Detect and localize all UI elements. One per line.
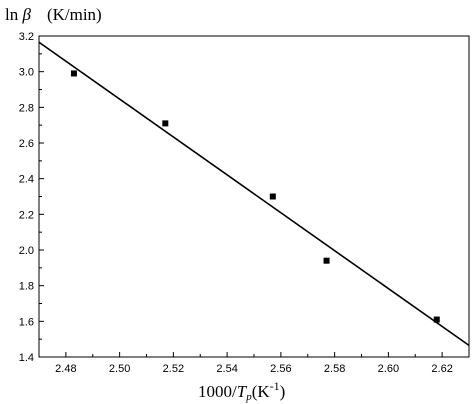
x-tick-label: 2.60 [378, 363, 399, 375]
data-point [433, 316, 440, 323]
data-point [162, 120, 169, 127]
x-axis-ticks: 2.48 2.50 2.52 2.54 2.56 2.58 2.60 2.62 [55, 352, 453, 375]
x-axis-title: 1000/Tp(K-1) [198, 379, 285, 403]
data-point [70, 70, 77, 77]
plot-frame [38, 35, 470, 358]
x-tick-label: 2.56 [270, 363, 291, 375]
x-tick-label: 2.54 [216, 363, 237, 375]
y-tick-label: 2.6 [19, 138, 34, 150]
y-axis-ticks: 1.4 1.6 1.8 2.0 2.2 2.4 2.6 2.8 3.0 3.2 [19, 31, 44, 364]
x-tick-label: 2.52 [163, 363, 184, 375]
x-tick-label: 2.62 [431, 363, 452, 375]
y-tick-label: 2.2 [19, 209, 34, 221]
x-tick-label: 2.48 [55, 363, 76, 375]
y-tick-label: 3.0 [19, 67, 34, 79]
y-tick-label: 2.0 [19, 245, 34, 257]
x-tick-label: 2.58 [324, 363, 345, 375]
y-tick-label: 3.2 [19, 31, 34, 43]
y-axis-title: ln β (K/min) [5, 5, 102, 24]
linear-fit-line [38, 41, 470, 347]
data-point [323, 257, 330, 264]
data-points [70, 70, 440, 323]
y-tick-label: 2.8 [19, 102, 34, 114]
y-tick-label: 1.8 [19, 281, 34, 293]
y-tick-label: 1.6 [19, 316, 34, 328]
x-tick-label: 2.50 [109, 363, 130, 375]
data-point [269, 193, 276, 200]
y-tick-label: 1.4 [19, 352, 34, 364]
y-tick-label: 2.4 [19, 174, 34, 186]
